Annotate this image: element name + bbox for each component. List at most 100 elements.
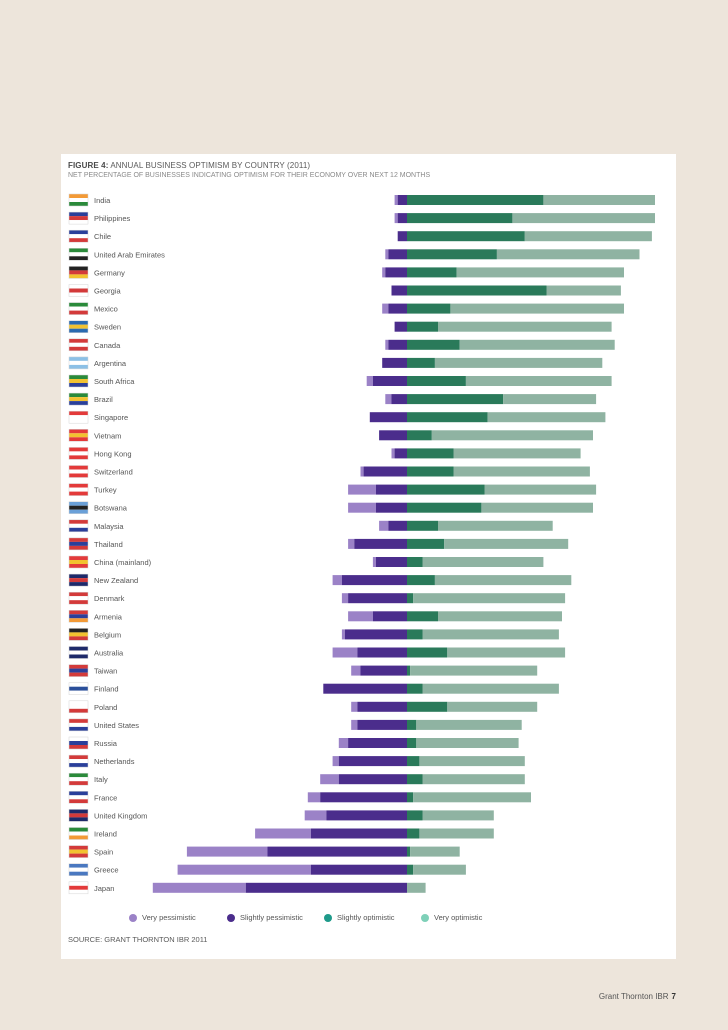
flag-border [68,410,89,424]
flag-stripe [69,686,88,691]
bar-very-pessimistic [382,267,386,278]
row-malaysia: Malaysia [68,519,553,533]
bar-slightly-optimistic [407,321,438,332]
row-france: France [68,791,531,804]
bar-very-pessimistic [341,629,345,640]
legend-swatch-very-pessimistic [129,913,137,922]
legend-swatch-very-optimistic [421,913,429,922]
flag-stripe [69,302,88,307]
row-argentina: Argentina [68,356,603,370]
flag-border [68,429,89,442]
bar-slightly-optimistic [407,412,488,423]
country-label: Ireland [94,830,117,839]
row-singapore: Singapore [68,410,606,424]
country-label: New Zealand [94,576,138,585]
flag-border [68,266,89,279]
bar-very-optimistic [456,267,624,278]
bar-slightly-pessimistic [354,538,407,549]
flag-stripe [69,564,88,568]
bar-slightly-pessimistic [372,376,407,386]
flag-border [68,827,89,840]
flag-border [68,700,89,714]
flag-stripe [69,741,88,745]
flag-stripe [69,248,88,253]
bar-very-optimistic [453,466,590,477]
flag-united-kingdom-icon [68,809,89,822]
country-label: Botswana [94,504,128,513]
bar-slightly-optimistic [407,520,438,531]
flag-stripe [69,527,88,532]
flag-poland-icon [68,700,89,714]
bar-very-optimistic [434,357,603,368]
figure-title-text: ANNUAL BUSINESS OPTIMISM BY COUNTRY (201… [110,161,311,170]
row-georgia: Georgia [68,284,621,297]
country-label: Denmark [94,594,125,603]
row-canada: Canada [68,338,615,352]
flag-border [68,718,89,732]
flag-border [68,881,89,895]
flag-stripe [69,487,88,492]
flag-philippines-icon [68,211,89,225]
row-united-arab-emirates: United Arab Emirates [68,248,640,261]
row-taiwan: Taiwan [68,664,538,677]
flag-germany-icon [68,266,89,279]
row-mexico: Mexico [68,302,624,315]
bar-slightly-optimistic [407,357,435,368]
bar-slightly-pessimistic [397,195,407,205]
bar-very-pessimistic [348,538,355,549]
flag-finland-icon [68,682,89,695]
flag-stripe [69,230,88,235]
bar-very-optimistic [487,412,606,423]
flag-stripe [69,668,88,673]
flag-vietnam-icon [68,429,89,442]
legend-item-slightly-pessimistic: Slightly pessimistic [227,913,303,922]
flag-georgia-icon [68,284,89,297]
flag-stripe [69,375,88,379]
bar-very-pessimistic [152,882,246,893]
country-label: Armenia [94,612,123,621]
flag-france-icon [68,791,89,804]
bar-slightly-optimistic [407,828,420,839]
bar-very-optimistic [450,303,624,314]
bar-slightly-optimistic [407,213,513,224]
figure-subtitle: NET PERCENTAGE OF BUSINESSES INDICATING … [68,172,431,179]
bar-very-pessimistic [351,665,361,676]
bar-slightly-optimistic [407,538,445,549]
bar-slightly-optimistic [407,738,417,748]
country-label: Turkey [94,486,117,495]
flag-sweden-icon [68,320,89,333]
flag-stripe [69,202,88,206]
flag-stripe [69,252,88,257]
flag-stripe [69,266,88,271]
flag-stripe [69,582,88,587]
flag-stripe [69,234,88,239]
flag-stripe [69,718,88,723]
flag-stripe [69,650,88,655]
country-label: Chile [94,232,111,241]
flag-stripe [69,646,88,651]
page-footer: Grant Thornton IBR 7 [599,992,676,1001]
bar-slightly-pessimistic [310,864,407,875]
flag-belgium-icon [68,628,89,641]
flag-stripe [69,469,88,474]
flag-stripe [69,537,88,542]
flag-stripe [69,863,88,868]
row-russia: Russia [68,736,519,750]
country-label: Spain [94,848,113,857]
flag-stripe [69,845,88,850]
country-label: India [94,196,111,205]
flag-stripe [69,889,88,894]
flag-border [68,664,89,677]
flag-thailand-icon [68,537,89,551]
flag-stripe [69,809,88,814]
chart-legend: Very pessimistic Slightly pessimistic Sl… [0,913,728,927]
bar-slightly-optimistic [407,810,423,821]
bar-very-optimistic [416,738,519,748]
bar-very-optimistic [447,701,538,712]
figure-number: FIGURE 4: [68,161,109,170]
bar-very-optimistic [481,502,593,513]
bar-very-optimistic [422,774,525,785]
flag-stripe [69,795,88,800]
bar-slightly-pessimistic [357,701,407,712]
flag-border [68,284,89,297]
